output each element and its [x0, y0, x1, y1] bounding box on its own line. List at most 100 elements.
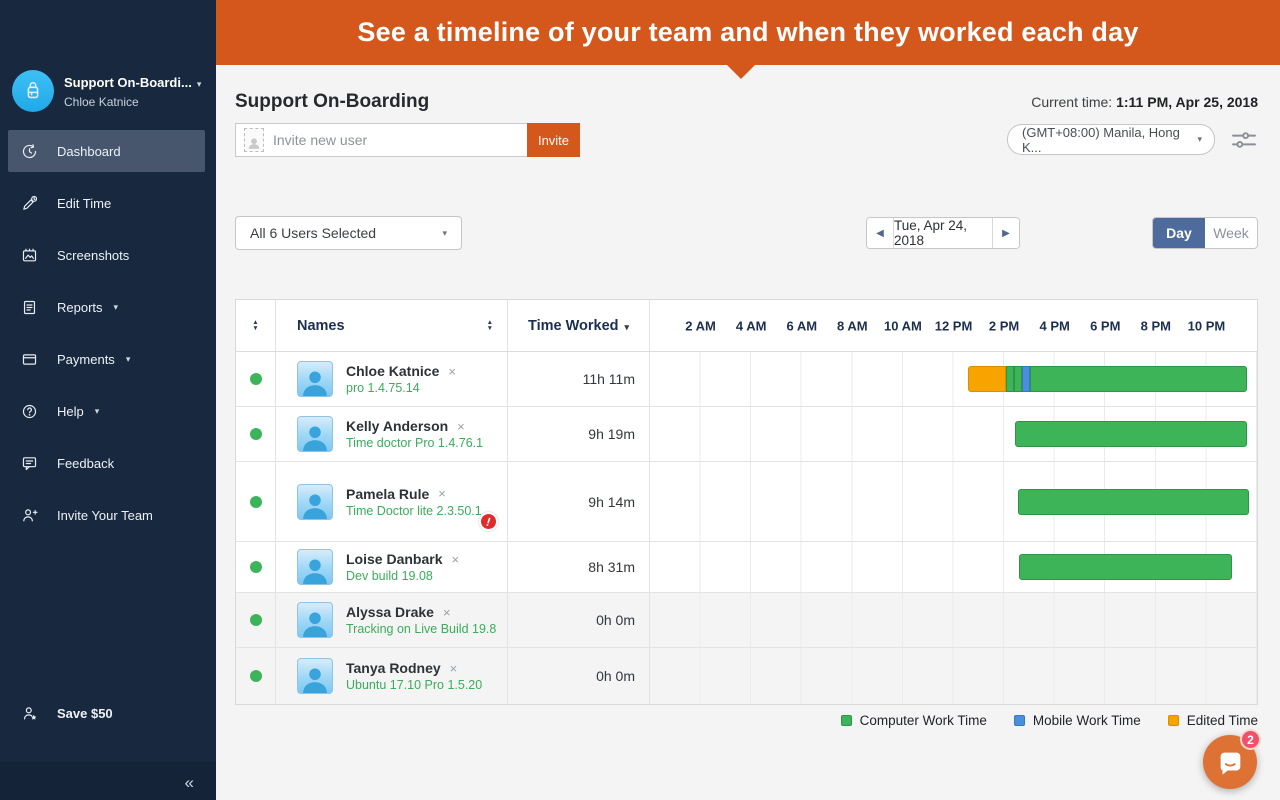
date-picker[interactable]: Tue, Apr 24, 2018 — [893, 218, 993, 248]
users-filter-select[interactable]: All 6 Users Selected ▾ — [235, 216, 462, 250]
sort-desc-icon: ▾ — [624, 322, 630, 332]
time-tick: 4 PM — [1039, 318, 1070, 333]
user-cell: Pamela Rule × Time Doctor lite 2.3.50.1 ! — [276, 462, 508, 541]
user-name: Alyssa Drake — [346, 604, 434, 620]
sidebar-item-label: Reports — [57, 299, 103, 315]
online-status-dot — [249, 670, 262, 682]
time-tick: 6 PM — [1090, 318, 1121, 333]
remove-user-icon[interactable]: × — [448, 363, 456, 379]
status-cell — [236, 648, 276, 704]
sidebar-item-reports[interactable]: Reports ▾ — [8, 286, 205, 328]
online-status-dot — [249, 373, 262, 385]
work-time-bar — [650, 593, 1257, 647]
user-avatar — [297, 483, 333, 520]
users-filter-value: All 6 Users Selected — [250, 225, 377, 241]
prev-day-button[interactable]: ◀ — [867, 218, 893, 248]
invite-button[interactable]: Invite — [527, 123, 580, 157]
user-avatar — [297, 549, 333, 585]
timeline-table: ▲ ▼ Names ▲ ▼ Time Worked ▾ 2 AM 4 AM 6 AM… — [235, 299, 1258, 705]
time-tick: 8 PM — [1140, 318, 1171, 333]
timezone-value: (GMT+08:00) Manila, Hong K... — [1022, 124, 1180, 155]
table-row: Tanya Rodney × Ubuntu 17.10 Pro 1.5.20 0h… — [236, 648, 1257, 704]
person-icon — [303, 612, 327, 637]
account-switcher[interactable]: Support On-Boardi... ▾ Chloe Katnice — [12, 70, 208, 112]
time-worked-cell: 8h 31m — [508, 542, 650, 592]
time-axis: 2 AM 4 AM 6 AM 8 AM 10 AM 12 PM 2 PM 4 P… — [650, 300, 1257, 351]
remove-user-icon[interactable]: × — [451, 551, 460, 567]
timeline-cell — [650, 352, 1257, 406]
chevron-down-icon: ▾ — [442, 227, 447, 238]
promo-banner-text: See a timeline of your team and when the… — [357, 17, 1139, 47]
time-worked-header[interactable]: Time Worked ▾ — [508, 300, 650, 351]
current-time-value: 1:11 PM, Apr 25, 2018 — [1116, 94, 1258, 110]
timeline-cell — [650, 593, 1257, 647]
status-cell — [236, 462, 276, 541]
help-icon — [22, 404, 37, 418]
date-navigator: ◀ Tue, Apr 24, 2018 ▶ — [866, 217, 1020, 249]
referral-person-star-icon — [23, 707, 37, 720]
legend-label: Mobile Work Time — [1032, 713, 1141, 728]
sidebar-item-dashboard[interactable]: Dashboard — [8, 130, 205, 172]
user-avatar — [297, 416, 333, 452]
sidebar-item-payments[interactable]: Payments ▾ — [8, 338, 205, 380]
sidebar-footer — [0, 762, 216, 800]
time-worked-cell: 0h 0m — [508, 648, 650, 704]
status-cell — [236, 352, 276, 406]
timeline-cell — [650, 648, 1257, 704]
sidebar: Support On-Boardi... ▾ Chloe Katnice Dash… — [0, 0, 216, 800]
invite-input[interactable] — [273, 132, 503, 148]
reports-icon — [23, 300, 36, 314]
remove-user-icon[interactable]: × — [449, 660, 458, 676]
sidebar-item-save-50[interactable]: Save $50 — [21, 705, 113, 722]
sidebar-menu: Dashboard Edit Time Screenshots Reports … — [0, 130, 216, 546]
display-settings-icon[interactable] — [1230, 129, 1258, 151]
remove-user-icon[interactable]: × — [438, 486, 446, 501]
sidebar-item-label: Screenshots — [57, 247, 130, 263]
sidebar-item-screenshots[interactable]: Screenshots — [8, 234, 205, 276]
chat-unread-badge: 2 — [1240, 729, 1261, 750]
user-app-version: Dev build 19.08 — [346, 569, 433, 583]
sidebar-collapse-icon[interactable]: « — [184, 773, 194, 792]
sidebar-item-invite-your-team[interactable]: Invite Your Team — [8, 494, 205, 536]
person-icon — [303, 668, 327, 693]
time-tick: 6 AM — [786, 318, 818, 333]
sidebar-item-edit-time[interactable]: Edit Time — [8, 182, 205, 224]
sidebar-item-help[interactable]: Help ▾ — [8, 390, 205, 432]
sidebar-item-label: Help — [57, 403, 84, 419]
next-day-button[interactable]: ▶ — [993, 218, 1019, 248]
remove-user-icon[interactable]: × — [457, 418, 465, 434]
status-sort-header[interactable]: ▲ ▼ — [236, 300, 276, 351]
names-header[interactable]: Names ▲ ▼ — [276, 300, 508, 351]
chat-widget-button[interactable]: 2 — [1203, 729, 1261, 789]
company-avatar — [12, 70, 54, 112]
week-toggle-button[interactable]: Week — [1213, 225, 1249, 241]
time-tick: 8 AM — [837, 318, 868, 333]
avatar-placeholder-icon — [244, 128, 264, 152]
time-worked-cell: 9h 14m — [508, 462, 650, 541]
online-status-dot — [249, 495, 262, 508]
table-row: Kelly Anderson × Time doctor Pro 1.4.76.1… — [236, 407, 1257, 462]
timezone-select[interactable]: (GMT+08:00) Manila, Hong K... ▾ — [1007, 124, 1215, 155]
legend-item-computer: Computer Work Time — [840, 713, 987, 728]
time-worked-cell: 11h 11m — [508, 352, 650, 406]
remove-user-icon[interactable]: × — [442, 604, 451, 620]
sidebar-item-feedback[interactable]: Feedback — [8, 442, 205, 484]
user-name: Chloe Katnice — [346, 363, 440, 379]
computer-work-time-swatch — [840, 715, 852, 726]
day-week-toggle: Day Week — [1152, 217, 1258, 249]
legend-item-mobile: Mobile Work Time — [1013, 713, 1141, 728]
day-toggle-button[interactable]: Day — [1153, 218, 1205, 248]
current-time: Current time: 1:11 PM, Apr 25, 2018 — [1031, 94, 1258, 110]
user-avatar — [297, 658, 333, 694]
invite-input-box — [235, 123, 527, 157]
chat-bubble-icon — [1220, 752, 1241, 775]
user-name: Tanya Rodney — [346, 660, 441, 676]
user-name: Kelly Anderson — [346, 418, 449, 434]
work-time-bar — [650, 352, 1257, 406]
current-time-label: Current time: — [1031, 94, 1113, 110]
time-tick: 4 AM — [735, 318, 767, 333]
table-row: Loise Danbark × Dev build 19.08 8h 31m — [236, 542, 1257, 593]
sidebar-item-label: Feedback — [57, 455, 115, 471]
table-row: Chloe Katnice × pro 1.4.75.14 11h 11m — [236, 352, 1257, 407]
time-tick: 10 PM — [1187, 318, 1226, 333]
